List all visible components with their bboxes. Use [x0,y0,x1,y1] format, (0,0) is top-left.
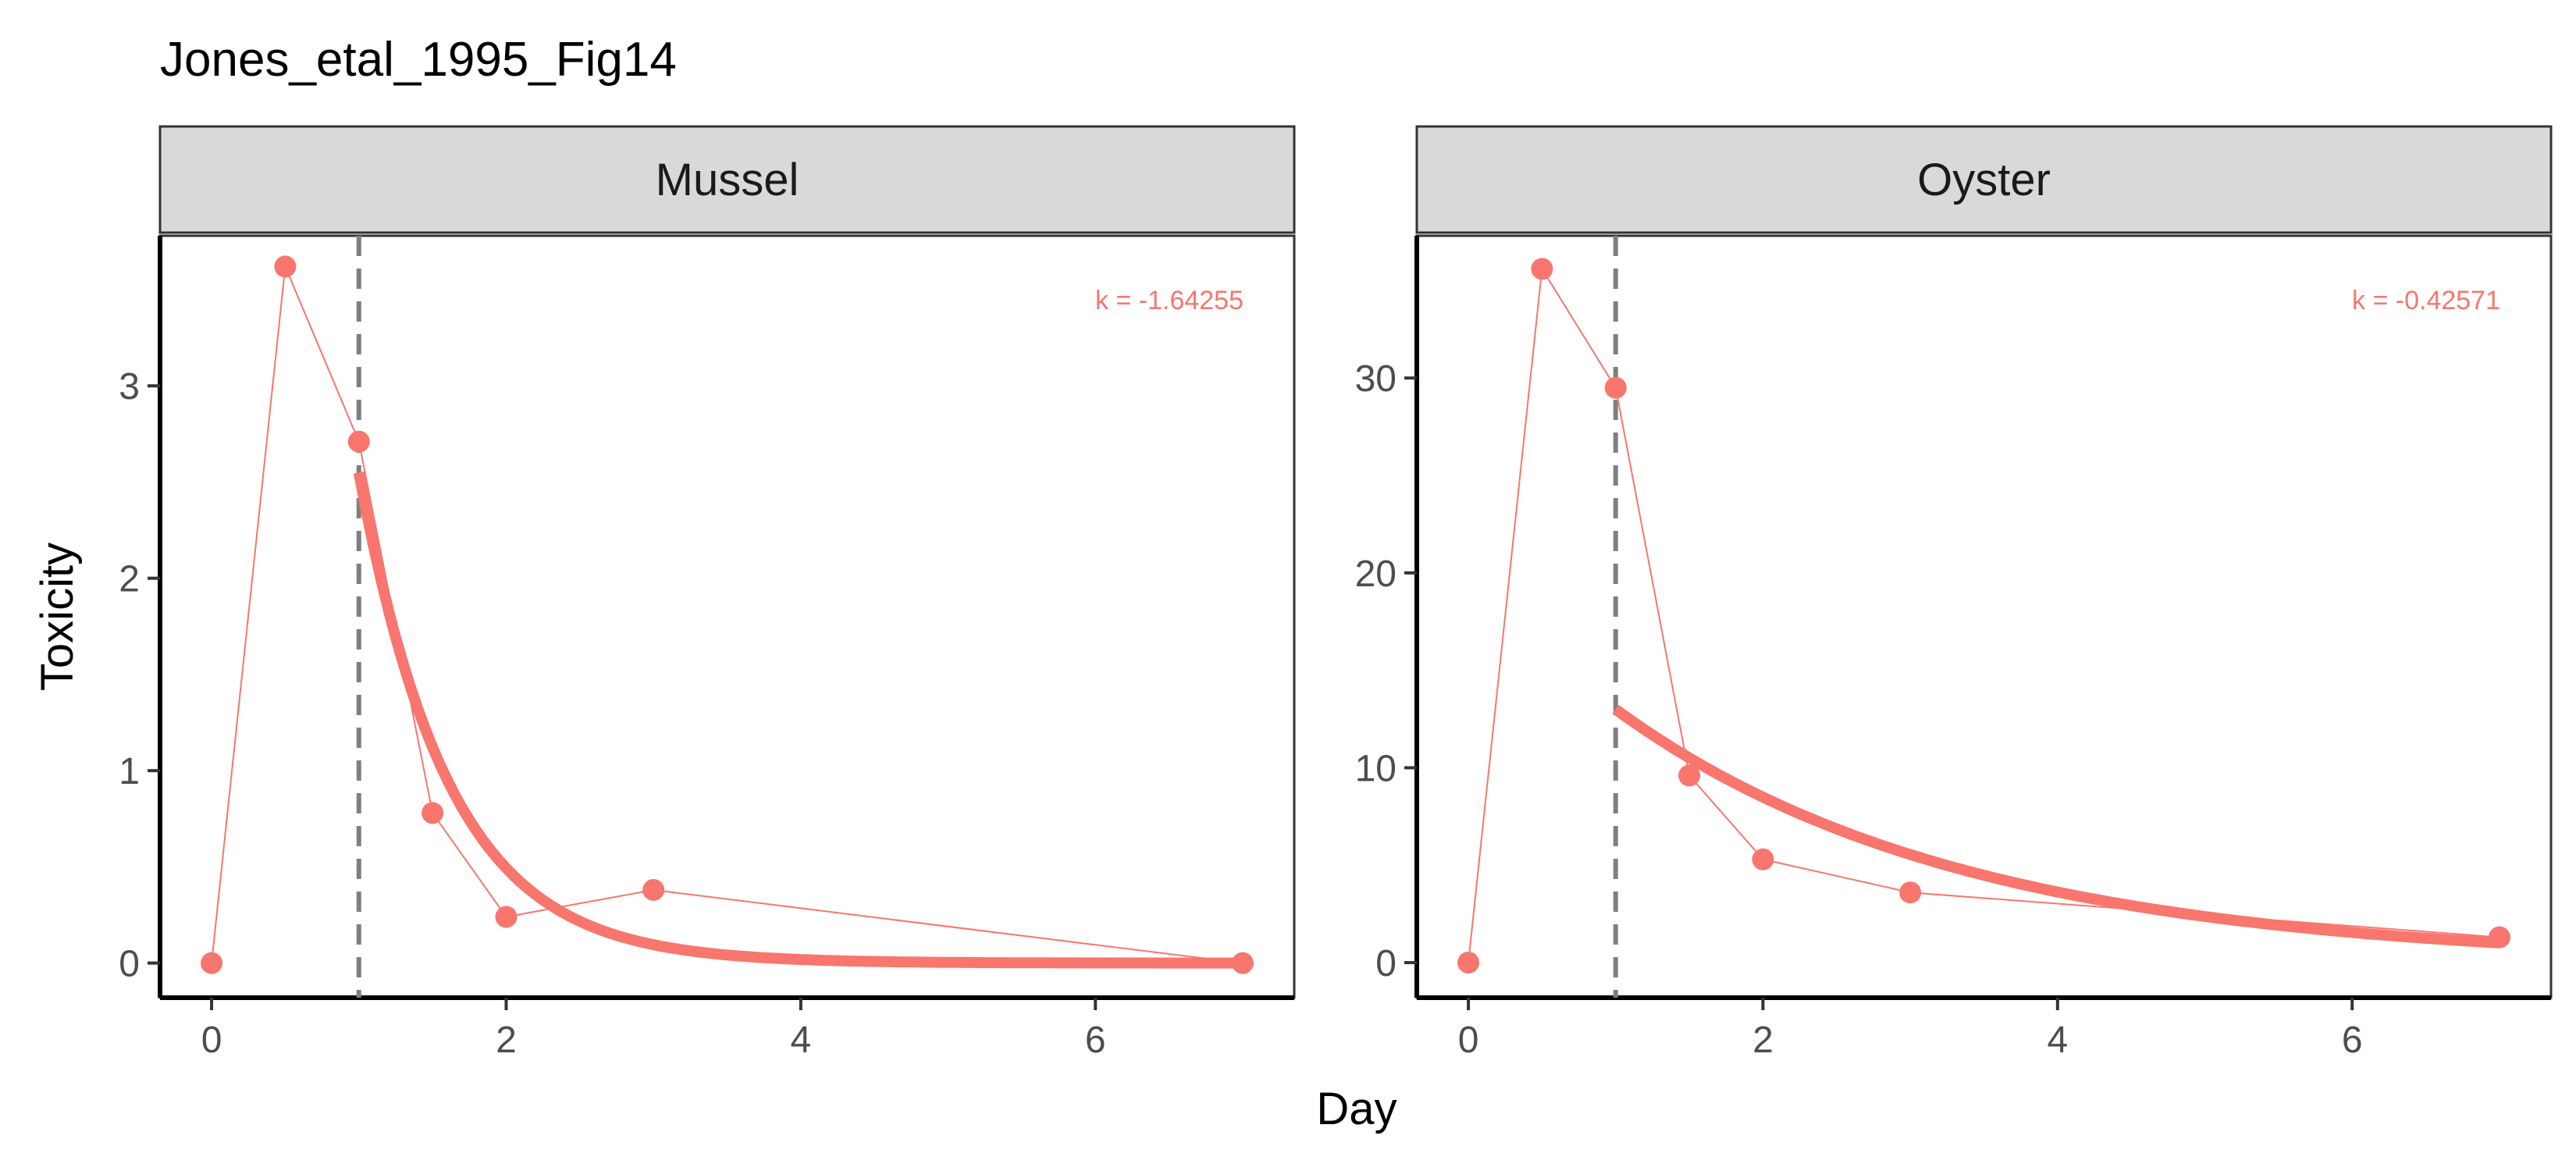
data-point [642,878,665,901]
x-tick-label: 6 [2342,1020,2363,1061]
panel-border [1415,234,2553,999]
data-point [274,255,297,278]
x-tick-label: 2 [496,1020,517,1061]
x-tick-label: 0 [1458,1020,1479,1061]
data-point [422,802,444,824]
data-point [495,906,518,928]
data-point [2488,926,2510,949]
observed-line [211,266,1244,964]
x-tick-label: 0 [201,1020,222,1061]
data-point [1231,952,1254,974]
facet-strip [1415,125,2553,234]
k-annotation: k = -1.64255 [1095,286,1244,315]
fitted-curve [1612,704,2500,949]
facet-strip [158,125,1296,234]
data-point [1604,376,1627,399]
fitted-curve [353,471,1243,969]
panel-border [158,234,1296,999]
panel-mussel: Mussel 0 1 2 3 0 2 4 6 k = -1.64255 [119,125,1296,1061]
data-point [1899,881,1922,904]
y-tick-label: 1 [119,751,140,792]
data-point [347,430,370,453]
facet-strip-label: Mussel [656,155,799,205]
y-tick-label: 20 [1355,553,1397,595]
x-tick-label: 4 [2047,1020,2068,1061]
y-tick-label: 0 [1375,943,1397,984]
data-point [1678,764,1701,787]
y-tick-label: 0 [119,944,140,985]
y-axis-title: Toxicity [32,543,83,691]
observed-line [1468,266,2500,963]
data-point [201,952,223,974]
k-annotation: k = -0.42571 [2352,286,2500,315]
data-point [1457,952,1480,974]
x-tick-label: 2 [1752,1020,1774,1061]
y-tick-label: 2 [119,559,140,600]
y-tick-label: 3 [119,366,140,408]
facet-strip-label: Oyster [1917,155,2051,205]
data-point [1531,258,1553,280]
x-axis-title: Day [1316,1084,1397,1134]
data-point [1752,848,1774,870]
y-tick-label: 30 [1355,358,1397,400]
chart-title: Jones_etal_1995_Fig14 [160,33,677,87]
panel-oyster: Oyster 0 10 20 30 0 2 4 6 k = -0.42571 [1355,125,2553,1061]
y-tick-label: 10 [1355,748,1397,789]
x-tick-label: 6 [1085,1020,1106,1061]
x-tick-label: 4 [790,1020,811,1061]
